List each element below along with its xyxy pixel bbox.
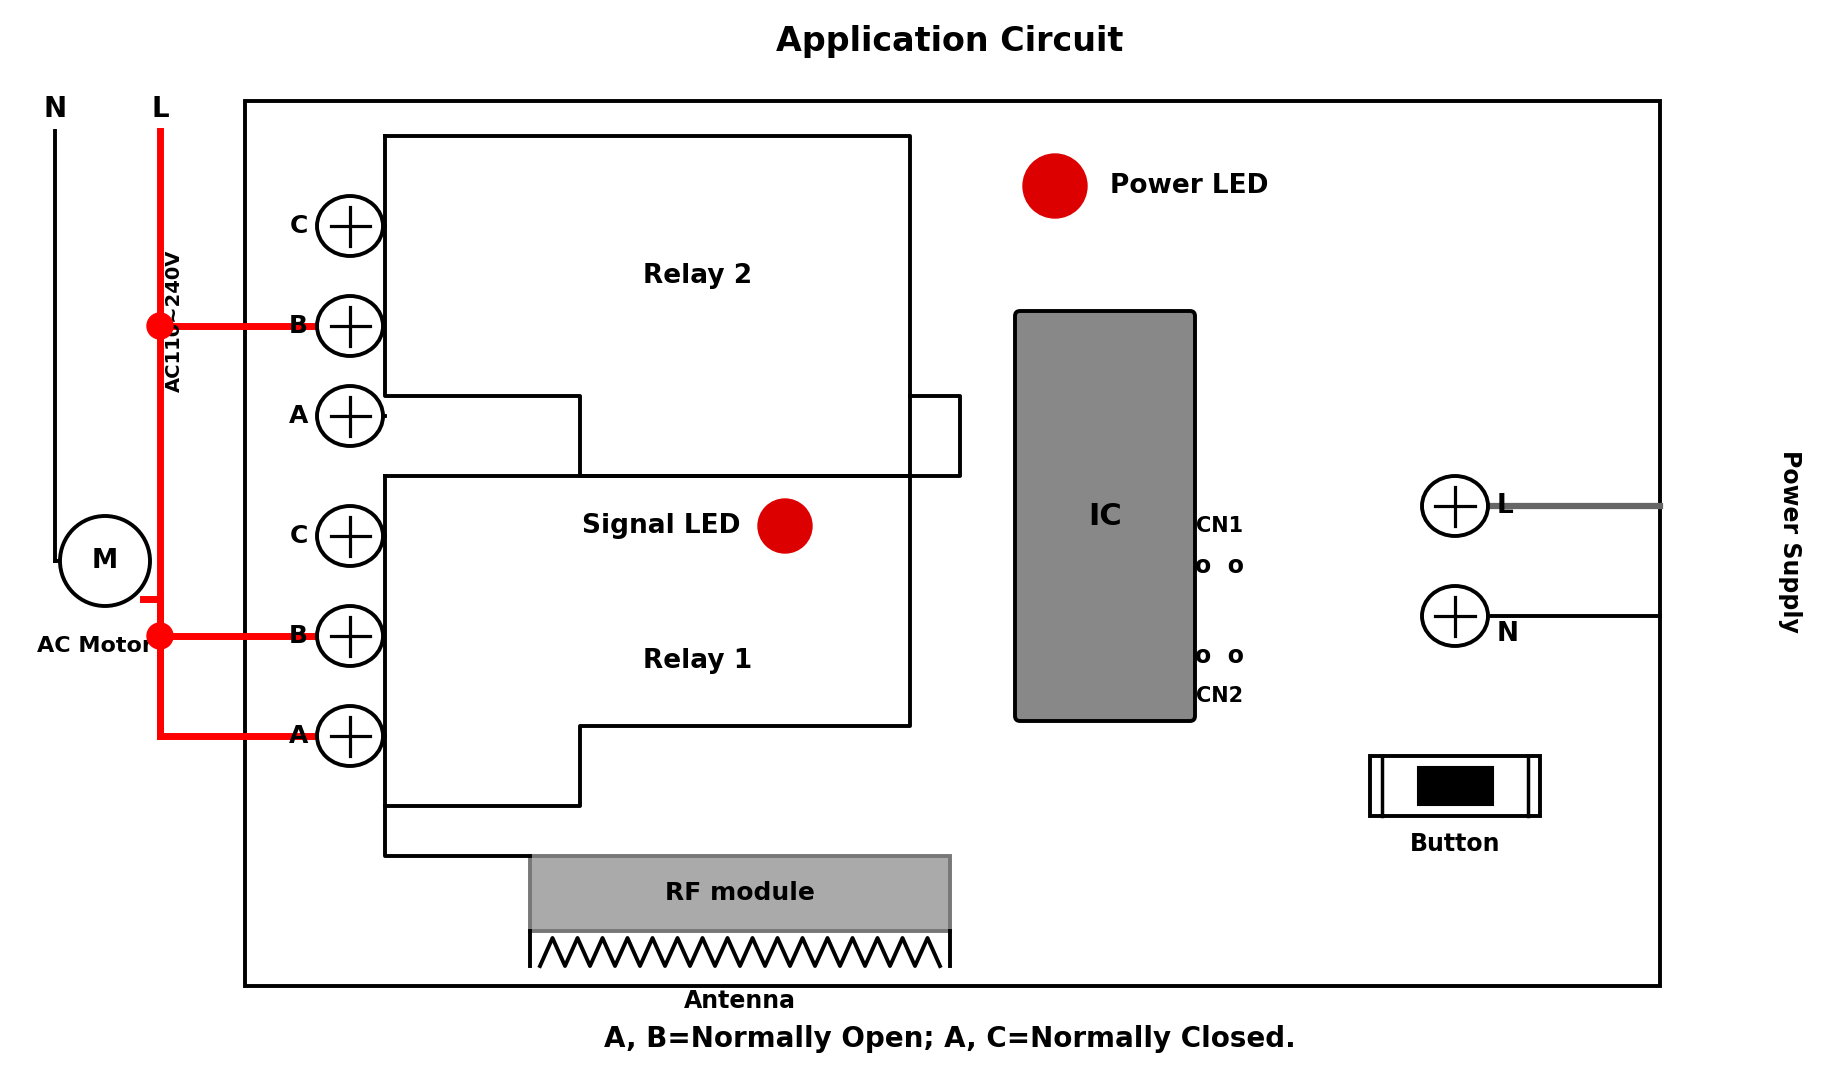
- Circle shape: [60, 516, 149, 606]
- Text: A: A: [288, 404, 308, 428]
- Text: A: A: [288, 724, 308, 748]
- Ellipse shape: [317, 196, 383, 256]
- Text: Signal LED: Signal LED: [582, 513, 740, 539]
- Bar: [244, 101, 1661, 986]
- Text: RF module: RF module: [665, 881, 815, 905]
- Text: L: L: [1497, 493, 1513, 519]
- Text: o  o: o o: [1196, 644, 1245, 668]
- Ellipse shape: [317, 506, 383, 565]
- Text: Power Supply: Power Supply: [1777, 450, 1801, 633]
- Text: L: L: [151, 95, 170, 123]
- Text: Relay 2: Relay 2: [644, 263, 753, 289]
- Text: B: B: [290, 314, 308, 338]
- Text: M: M: [91, 548, 118, 574]
- Bar: [1418, 767, 1493, 805]
- Text: N: N: [1497, 621, 1519, 647]
- Text: o  o: o o: [1196, 554, 1245, 578]
- Text: Power LED: Power LED: [1110, 174, 1269, 199]
- Ellipse shape: [1422, 586, 1488, 646]
- Ellipse shape: [1422, 476, 1488, 536]
- Text: B: B: [290, 624, 308, 648]
- Text: Antenna: Antenna: [684, 989, 797, 1013]
- Text: CN2: CN2: [1196, 687, 1243, 706]
- Text: N: N: [44, 95, 67, 123]
- Text: AC110~240V: AC110~240V: [166, 250, 184, 392]
- Ellipse shape: [317, 606, 383, 666]
- Bar: [1371, 756, 1540, 816]
- Text: Application Circuit: Application Circuit: [777, 25, 1123, 58]
- Ellipse shape: [317, 706, 383, 766]
- Circle shape: [1023, 154, 1087, 218]
- Text: A, B=Normally Open; A, C=Normally Closed.: A, B=Normally Open; A, C=Normally Closed…: [603, 1025, 1296, 1053]
- Text: IC: IC: [1088, 501, 1121, 530]
- Ellipse shape: [317, 296, 383, 356]
- Text: Relay 1: Relay 1: [644, 648, 753, 674]
- Ellipse shape: [317, 386, 383, 446]
- Text: Button: Button: [1409, 832, 1500, 856]
- Circle shape: [758, 499, 811, 553]
- Text: CN1: CN1: [1196, 516, 1243, 536]
- Text: AC Motor: AC Motor: [36, 636, 153, 657]
- Bar: [530, 856, 950, 931]
- FancyBboxPatch shape: [1015, 311, 1196, 721]
- Circle shape: [148, 623, 173, 649]
- Circle shape: [148, 313, 173, 340]
- Text: C: C: [290, 214, 308, 238]
- Text: C: C: [290, 524, 308, 548]
